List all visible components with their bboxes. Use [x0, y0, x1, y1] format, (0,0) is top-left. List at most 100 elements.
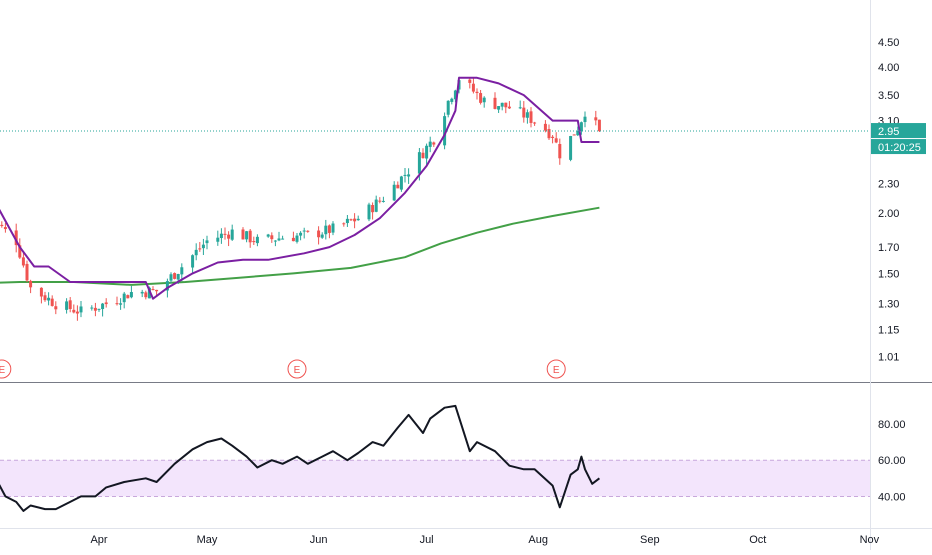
candle[interactable] [356, 215, 360, 221]
candle[interactable] [169, 272, 173, 284]
candle[interactable] [72, 304, 76, 314]
candle[interactable] [270, 232, 274, 243]
candle[interactable] [79, 301, 83, 318]
candle[interactable] [50, 295, 54, 307]
candle[interactable] [371, 202, 375, 220]
candle[interactable] [245, 230, 249, 243]
candle[interactable] [317, 226, 321, 245]
candle[interactable] [518, 100, 522, 110]
candle[interactable] [205, 235, 209, 250]
candle[interactable] [295, 233, 299, 244]
candle[interactable] [299, 231, 303, 241]
candle[interactable] [482, 96, 486, 108]
candle[interactable] [453, 89, 457, 103]
candle[interactable] [144, 290, 148, 300]
candle[interactable] [104, 298, 108, 308]
candle[interactable] [522, 101, 526, 123]
candle[interactable] [331, 221, 335, 236]
candle[interactable] [216, 230, 220, 246]
candle[interactable] [47, 292, 51, 306]
candle[interactable] [173, 272, 177, 280]
trailing-stop-line[interactable] [0, 76, 600, 300]
candle[interactable] [119, 298, 123, 310]
candle[interactable] [367, 202, 371, 222]
candle[interactable] [547, 124, 551, 141]
candle[interactable] [381, 196, 385, 203]
candle[interactable] [342, 222, 346, 227]
candle[interactable] [248, 229, 252, 248]
candle[interactable] [306, 230, 310, 233]
candle[interactable] [450, 97, 454, 105]
candle[interactable] [3, 222, 7, 233]
candle[interactable] [558, 138, 562, 165]
candle[interactable] [151, 286, 155, 291]
candle[interactable] [378, 197, 382, 204]
candle[interactable] [75, 305, 79, 321]
candle[interactable] [569, 135, 573, 162]
earnings-marker[interactable]: E [0, 359, 12, 379]
candle[interactable] [324, 219, 328, 240]
candle[interactable] [392, 181, 396, 202]
candle[interactable] [396, 181, 400, 189]
candle[interactable] [345, 215, 349, 227]
candle[interactable] [529, 107, 533, 128]
candle[interactable] [504, 102, 508, 114]
candle[interactable] [29, 279, 33, 294]
candle[interactable] [277, 231, 281, 242]
candle[interactable] [428, 136, 432, 153]
candle[interactable] [291, 231, 295, 242]
candle[interactable] [468, 76, 472, 89]
candle[interactable] [43, 291, 47, 302]
candle[interactable] [281, 235, 285, 240]
candle[interactable] [39, 287, 43, 304]
candle[interactable] [0, 221, 4, 228]
candle[interactable] [475, 88, 479, 100]
candle[interactable] [25, 260, 29, 283]
candle[interactable] [425, 143, 429, 166]
candle[interactable] [198, 241, 202, 252]
candle[interactable] [551, 135, 555, 144]
earnings-marker[interactable]: E [546, 359, 566, 379]
candle[interactable] [572, 134, 576, 136]
candle[interactable] [101, 302, 105, 317]
candle[interactable] [479, 89, 483, 105]
candle[interactable] [194, 243, 198, 261]
candle[interactable] [90, 305, 94, 311]
candle[interactable] [230, 224, 234, 241]
candle[interactable] [374, 195, 378, 213]
candle[interactable] [583, 111, 587, 128]
candle[interactable] [446, 100, 450, 118]
candle[interactable] [407, 168, 411, 184]
candle[interactable] [140, 289, 144, 298]
candle[interactable] [68, 297, 72, 313]
candle[interactable] [533, 121, 537, 126]
candle[interactable] [21, 252, 25, 268]
candle[interactable] [227, 231, 231, 247]
candle[interactable] [180, 263, 184, 282]
candle[interactable] [500, 102, 504, 111]
candle[interactable] [302, 227, 306, 239]
candle[interactable] [579, 121, 583, 135]
candle[interactable] [554, 132, 558, 144]
candle[interactable] [471, 78, 475, 94]
candle[interactable] [14, 223, 18, 253]
candle[interactable] [497, 106, 501, 113]
oscillator-line[interactable] [0, 404, 601, 512]
candle[interactable] [320, 232, 324, 239]
candle[interactable] [241, 227, 245, 240]
candle[interactable] [252, 236, 256, 246]
candle[interactable] [403, 167, 407, 183]
candle[interactable] [597, 119, 601, 133]
candle[interactable] [353, 213, 357, 229]
candle[interactable] [201, 238, 205, 255]
candle[interactable] [122, 291, 126, 309]
candle[interactable] [594, 110, 598, 126]
candle[interactable] [223, 227, 227, 240]
candle[interactable] [93, 302, 97, 317]
candle[interactable] [126, 294, 130, 299]
candle[interactable] [266, 233, 270, 238]
candle[interactable] [54, 301, 58, 315]
candle[interactable] [399, 175, 403, 192]
